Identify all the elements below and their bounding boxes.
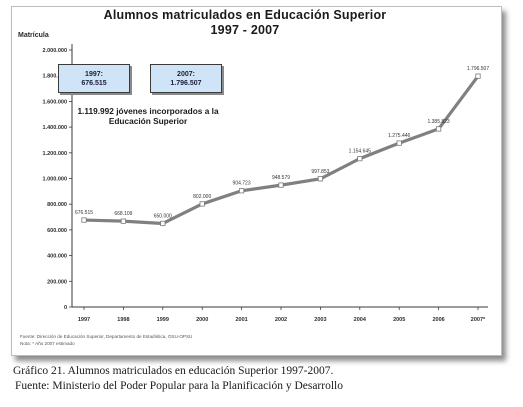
x-tick-label: 2004 [354,317,367,323]
data-label: 948.579 [272,175,290,181]
data-label: 1.154.645 [349,149,371,155]
y-tick-label: 600.000 [47,228,67,234]
data-label: 997.853 [311,169,329,175]
caption-line1: Gráfico 21. Alumnos matriculados en educ… [13,365,334,377]
data-label: 668.109 [114,211,132,217]
x-tick-label: 2001 [235,317,247,323]
data-label: 1.275.446 [388,133,410,139]
data-label: 676.515 [75,210,93,216]
y-tick-label: 1.600.000 [43,99,67,105]
data-point [160,220,166,227]
x-tick-label: 2007* [471,317,486,323]
info-box-2007-value: 1.796.507 [170,79,202,87]
y-tick-label: 400.000 [47,254,67,260]
x-tick-label: 1999 [157,317,169,323]
x-tick-label: 2006 [432,317,444,323]
chart-title-line2: 1997 - 2007 [210,23,280,37]
series-line [83,75,480,226]
x-tick-label: 1998 [117,317,129,323]
y-axis-label: Matrícula [18,32,49,39]
info-box-2007: 2007: 1.796.507 [150,64,222,93]
data-point [357,156,363,162]
x-tick-label: 2003 [314,317,326,323]
info-box-1997-year: 1997: [85,70,103,78]
data-point [81,217,87,223]
y-tick-label: 1.200.000 [43,151,67,157]
annotation-line1: 1.119.992 jóvenes incorporados a la [77,106,219,116]
data-point [238,188,245,194]
data-label: 650.000 [154,213,172,219]
data-label: 1.796.507 [467,66,489,72]
info-box-1997: 1997: 676.515 [58,64,130,93]
y-tick-label: 200.000 [47,279,67,285]
x-tick-label: 2005 [393,317,405,323]
info-box-2007-year: 2007: [177,70,195,78]
data-label: 802.000 [193,194,211,200]
y-tick-label: 0 [64,305,67,311]
annotation-line2: Educación Superior [108,116,188,126]
x-tick-label: 1997 [78,317,90,323]
figure-caption: Gráfico 21. Alumnos matriculados en educ… [13,364,513,393]
data-point [278,182,284,188]
y-tick-label: 1.400.000 [43,125,67,131]
data-point [435,126,442,132]
source-footnote: Nota: * Año 2007 estimado [20,341,75,346]
annotation-text: 1.119.992 jóvenes incorporados a la Educ… [58,106,238,126]
y-tick-label: 1.000.000 [43,177,67,183]
data-point [475,73,481,79]
chart-title-line1: Alumnos matriculados en Educación Superi… [103,8,387,22]
y-tick-label: 1.800.000 [43,74,67,80]
data-point [120,218,126,224]
y-tick-label: 800.000 [47,202,67,208]
data-label: 904.723 [233,181,251,187]
caption-line2: Fuente: Ministerio del Poder Popular par… [15,379,343,392]
data-point [199,201,205,207]
source-note: Fuente: Dirección de Educación Superior,… [20,334,192,339]
data-label: 1.385.823 [427,119,449,125]
data-point [317,176,324,182]
y-tick-label: 2.000.000 [43,48,67,54]
chart-title: Alumnos matriculados en Educación Superi… [60,8,430,38]
x-tick-label: 2000 [196,317,208,323]
info-box-1997-value: 676.515 [81,79,107,87]
data-point [396,140,402,146]
x-tick-label: 2002 [275,317,287,323]
